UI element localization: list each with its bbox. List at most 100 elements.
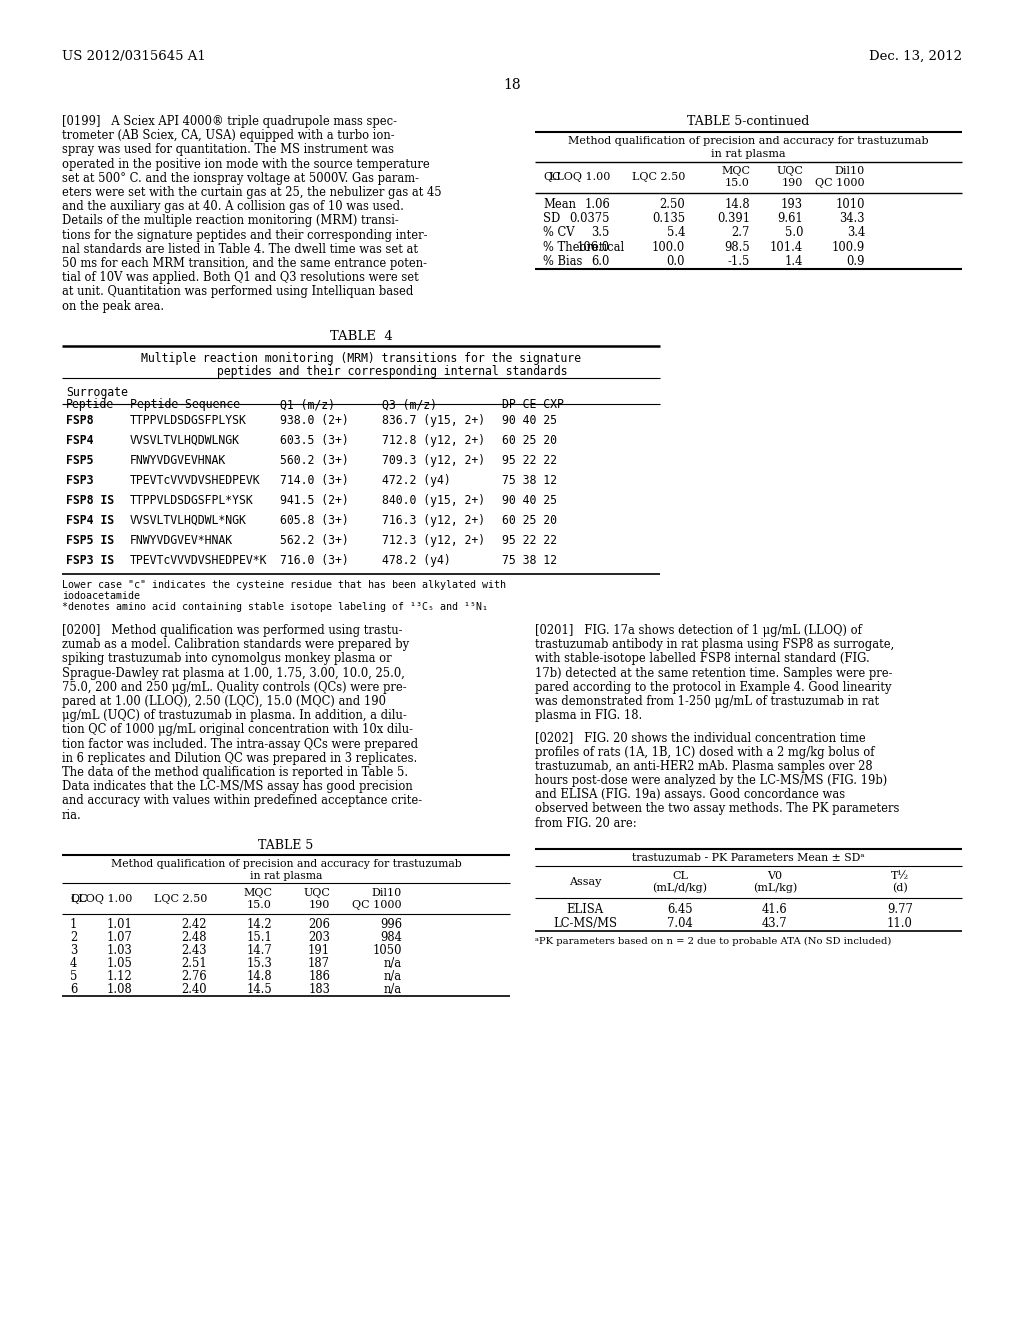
Text: 1.01: 1.01 — [106, 917, 132, 931]
Text: SD: SD — [543, 213, 560, 226]
Text: Method qualification of precision and accuracy for trastuzumab: Method qualification of precision and ac… — [568, 136, 929, 147]
Text: 938.0 (2+): 938.0 (2+) — [280, 414, 349, 426]
Text: 1050: 1050 — [373, 944, 402, 957]
Text: 193: 193 — [781, 198, 803, 211]
Text: QC 1000: QC 1000 — [352, 900, 402, 909]
Text: zumab as a model. Calibration standards were prepared by: zumab as a model. Calibration standards … — [62, 638, 410, 651]
Text: 5: 5 — [70, 970, 78, 983]
Text: 60 25 20: 60 25 20 — [502, 434, 557, 447]
Text: Assay: Assay — [568, 876, 601, 887]
Text: 2: 2 — [70, 931, 77, 944]
Text: from FIG. 20 are:: from FIG. 20 are: — [535, 817, 637, 829]
Text: 90 40 25: 90 40 25 — [502, 414, 557, 426]
Text: 106.0: 106.0 — [577, 240, 610, 253]
Text: TABLE 5-continued: TABLE 5-continued — [687, 115, 810, 128]
Text: QC: QC — [543, 172, 560, 182]
Text: on the peak area.: on the peak area. — [62, 300, 164, 313]
Text: 11.0: 11.0 — [887, 917, 913, 929]
Text: 2.48: 2.48 — [181, 931, 207, 944]
Text: 2.7: 2.7 — [731, 227, 750, 239]
Text: T½: T½ — [891, 871, 909, 880]
Text: *denotes amino acid containing stable isotope labeling of ¹³C₅ and ¹⁵N₁: *denotes amino acid containing stable is… — [62, 602, 488, 612]
Text: 75.0, 200 and 250 μg/mL. Quality controls (QCs) were pre-: 75.0, 200 and 250 μg/mL. Quality control… — [62, 681, 407, 694]
Text: 14.5: 14.5 — [246, 983, 272, 995]
Text: trometer (AB Sciex, CA, USA) equipped with a turbo ion-: trometer (AB Sciex, CA, USA) equipped wi… — [62, 129, 394, 143]
Text: 43.7: 43.7 — [762, 917, 787, 929]
Text: 1010: 1010 — [836, 198, 865, 211]
Text: LQC 2.50: LQC 2.50 — [154, 894, 207, 904]
Text: FSP5 IS: FSP5 IS — [66, 535, 114, 546]
Text: plasma in FIG. 18.: plasma in FIG. 18. — [535, 709, 642, 722]
Text: 75 38 12: 75 38 12 — [502, 554, 557, 568]
Text: LLOQ 1.00: LLOQ 1.00 — [71, 894, 132, 904]
Text: 603.5 (3+): 603.5 (3+) — [280, 434, 349, 447]
Text: 14.2: 14.2 — [247, 917, 272, 931]
Text: 3.4: 3.4 — [847, 227, 865, 239]
Text: Mean: Mean — [543, 198, 575, 211]
Text: % Theoretical: % Theoretical — [543, 240, 625, 253]
Text: 836.7 (y15, 2+): 836.7 (y15, 2+) — [382, 414, 485, 426]
Text: 206: 206 — [308, 917, 330, 931]
Text: % CV: % CV — [543, 227, 574, 239]
Text: pared according to the protocol in Example 4. Good linearity: pared according to the protocol in Examp… — [535, 681, 892, 694]
Text: FNWYVDGVEVHNAK: FNWYVDGVEVHNAK — [130, 454, 226, 467]
Text: observed between the two assay methods. The PK parameters: observed between the two assay methods. … — [535, 803, 899, 816]
Text: 2.50: 2.50 — [659, 198, 685, 211]
Text: n/a: n/a — [384, 970, 402, 983]
Text: 2.42: 2.42 — [181, 917, 207, 931]
Text: 478.2 (y4): 478.2 (y4) — [382, 554, 451, 568]
Text: FSP3: FSP3 — [66, 474, 93, 487]
Text: The data of the method qualification is reported in Table 5.: The data of the method qualification is … — [62, 766, 409, 779]
Text: operated in the positive ion mode with the source temperature: operated in the positive ion mode with t… — [62, 157, 430, 170]
Text: CL: CL — [672, 871, 688, 880]
Text: μg/mL (UQC) of trastuzumab in plasma. In addition, a dilu-: μg/mL (UQC) of trastuzumab in plasma. In… — [62, 709, 407, 722]
Text: FSP4: FSP4 — [66, 434, 93, 447]
Text: 95 22 22: 95 22 22 — [502, 535, 557, 546]
Text: VVSVLTVLHQDWL*NGK: VVSVLTVLHQDWL*NGK — [130, 513, 247, 527]
Text: 6: 6 — [70, 983, 77, 995]
Text: 191: 191 — [308, 944, 330, 957]
Text: (mL/kg): (mL/kg) — [753, 883, 797, 894]
Text: in 6 replicates and Dilution QC was prepared in 3 replicates.: in 6 replicates and Dilution QC was prep… — [62, 752, 417, 764]
Text: 605.8 (3+): 605.8 (3+) — [280, 513, 349, 527]
Text: trastuzumab antibody in rat plasma using FSP8 as surrogate,: trastuzumab antibody in rat plasma using… — [535, 638, 894, 651]
Text: 9.61: 9.61 — [777, 213, 803, 226]
Text: 0.391: 0.391 — [717, 213, 750, 226]
Text: 100.0: 100.0 — [651, 240, 685, 253]
Text: (d): (d) — [892, 883, 908, 894]
Text: TPEVTcVVVDVSHEDPEVK: TPEVTcVVVDVSHEDPEVK — [130, 474, 261, 487]
Text: 472.2 (y4): 472.2 (y4) — [382, 474, 451, 487]
Text: in rat plasma: in rat plasma — [712, 149, 785, 158]
Text: iodoacetamide: iodoacetamide — [62, 591, 140, 601]
Text: TTPPVLDSDGSFPL*YSK: TTPPVLDSDGSFPL*YSK — [130, 494, 254, 507]
Text: 183: 183 — [308, 983, 330, 995]
Text: trastuzumab - PK Parameters Mean ± SDᵃ: trastuzumab - PK Parameters Mean ± SDᵃ — [632, 853, 865, 863]
Text: 5.0: 5.0 — [784, 227, 803, 239]
Text: Sprague-Dawley rat plasma at 1.00, 1.75, 3.00, 10.0, 25.0,: Sprague-Dawley rat plasma at 1.00, 1.75,… — [62, 667, 404, 680]
Text: at unit. Quantitation was performed using Intelliquan based: at unit. Quantitation was performed usin… — [62, 285, 414, 298]
Text: UQC: UQC — [776, 166, 803, 176]
Text: FSP8: FSP8 — [66, 414, 93, 426]
Text: Q1 (m/z): Q1 (m/z) — [280, 399, 335, 411]
Text: spray was used for quantitation. The MS instrument was: spray was used for quantitation. The MS … — [62, 144, 394, 156]
Text: 15.3: 15.3 — [246, 957, 272, 970]
Text: 100.9: 100.9 — [831, 240, 865, 253]
Text: 0.9: 0.9 — [847, 255, 865, 268]
Text: 1.05: 1.05 — [106, 957, 132, 970]
Text: 15.1: 15.1 — [246, 931, 272, 944]
Text: QC: QC — [70, 894, 88, 904]
Text: 98.5: 98.5 — [724, 240, 750, 253]
Text: LC-MS/MS: LC-MS/MS — [553, 917, 617, 929]
Text: and ELISA (FIG. 19a) assays. Good concordance was: and ELISA (FIG. 19a) assays. Good concor… — [535, 788, 845, 801]
Text: 2.43: 2.43 — [181, 944, 207, 957]
Text: 7.04: 7.04 — [667, 917, 693, 929]
Text: Lower case "c" indicates the cysteine residue that has been alkylated with: Lower case "c" indicates the cysteine re… — [62, 579, 506, 590]
Text: hours post-dose were analyzed by the LC-MS/MS (FIG. 19b): hours post-dose were analyzed by the LC-… — [535, 774, 887, 787]
Text: tial of 10V was applied. Both Q1 and Q3 resolutions were set: tial of 10V was applied. Both Q1 and Q3 … — [62, 271, 419, 284]
Text: 50 ms for each MRM transition, and the same entrance poten-: 50 ms for each MRM transition, and the s… — [62, 257, 427, 271]
Text: 190: 190 — [781, 178, 803, 187]
Text: 18: 18 — [503, 78, 521, 92]
Text: 2.40: 2.40 — [181, 983, 207, 995]
Text: [0199]   A Sciex API 4000® triple quadrupole mass spec-: [0199] A Sciex API 4000® triple quadrupo… — [62, 115, 397, 128]
Text: QC 1000: QC 1000 — [815, 178, 865, 187]
